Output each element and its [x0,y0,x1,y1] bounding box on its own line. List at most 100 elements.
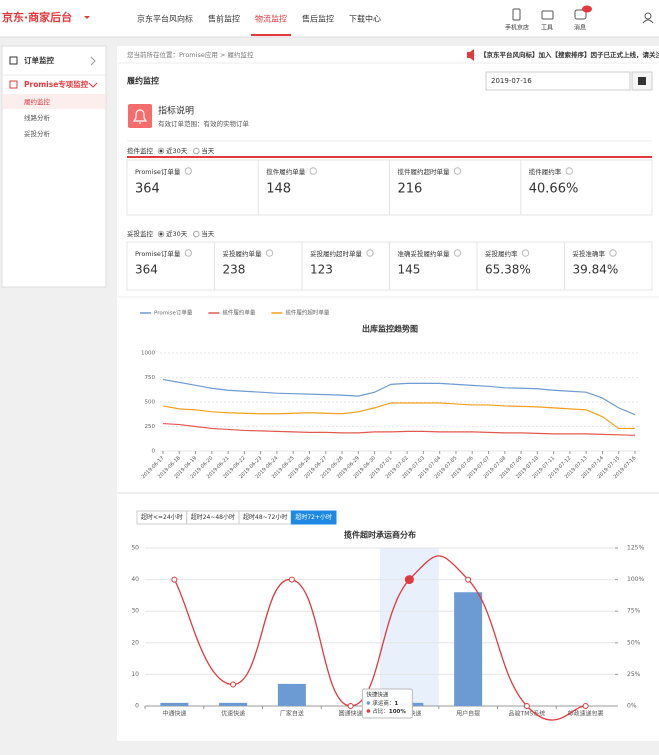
chart-title: 揽件超时承运商分布 [344,530,416,540]
help-icon[interactable] [453,249,462,257]
filter-label[interactable]: 超时<=24小时 [141,513,183,521]
tool-icon[interactable] [541,10,554,20]
metric-label: Promise订单量 [135,249,181,258]
line-series [162,422,636,436]
y-tick-label: 0 [135,703,139,710]
radio-label[interactable]: 近30天 [166,229,188,238]
chart-title: 出库监控趋势图 [362,324,418,334]
menu-icon [9,56,18,65]
metric-label: 揽件履约单量 [266,167,306,176]
metric-value: 123 [310,263,333,277]
user-icon[interactable] [644,12,652,20]
y2-tick-label: 75% [627,608,641,615]
tooltip-row: 占比：100% [372,707,406,715]
speaker-icon [467,49,474,61]
breadcrumb-item: Promise应用 [179,50,218,59]
help-icon[interactable] [565,167,573,175]
tooltip-row: 承运商：1 [372,699,398,707]
nav-item[interactable]: 售前监控 [208,14,240,24]
date-value: 2019-07-16 [491,77,532,85]
menu-icon [9,80,18,89]
filter-label[interactable]: 超时48~72小时 [243,513,287,521]
notice[interactable]: 【京东平台风向标】加入【搜索排序】因子已正式上线，请关注 [480,50,659,59]
radio-label[interactable]: 当天 [201,146,215,155]
x-tick-label: 中通快递 [162,710,186,718]
separator: > [218,51,228,59]
legend-label[interactable]: Promise订单量 [154,309,193,317]
y-tick-label: 1000 [141,351,155,357]
help-icon[interactable] [453,167,462,175]
line-series [162,378,636,416]
help-icon[interactable] [309,167,317,175]
active-menu-bg [3,94,105,109]
radio-dot [159,149,163,153]
bell-icon [132,109,148,124]
metric-label: 妥投准确率 [573,249,606,258]
nav-item[interactable]: 京东平台风向标 [137,14,193,24]
menu-group[interactable]: 订单监控 [24,55,54,65]
y-tick-label: 30 [131,608,139,615]
metric-label: 揽件履约超时单量 [398,167,451,176]
radio-label[interactable]: 近30天 [166,146,188,155]
help-icon[interactable] [184,249,193,257]
tooltip-dot [366,709,371,713]
tool-label[interactable]: 工具 [541,25,553,32]
y-tick-label: 20 [131,639,139,646]
y2-tick-label: 100% [627,576,644,583]
nav-item[interactable]: 物流监控 [255,14,287,24]
y-tick-label: 500 [145,400,156,406]
info-title: 指标说明 [158,105,194,117]
nav-underline [251,34,291,36]
metric-value: 216 [398,182,423,197]
radio[interactable] [192,230,200,238]
menu-item[interactable]: 线路分析 [24,113,51,122]
legend-label[interactable]: 揽件履约超时单量 [285,309,330,317]
logo-caret [84,16,90,19]
tool-label[interactable]: 手机京店 [505,24,529,32]
radio[interactable] [192,147,200,155]
bar [219,702,248,706]
tool-label[interactable]: 消息 [574,24,586,32]
line-point [288,576,295,583]
filter-label[interactable]: 超时72+小时 [295,513,332,521]
phone-icon[interactable] [512,8,521,21]
logo: 京东·商家后台 [2,10,72,24]
legend-label[interactable]: 揽件履约单量 [222,309,256,317]
colon: ： [389,701,395,707]
metric-value: 364 [135,263,158,277]
date-input[interactable] [485,71,631,91]
x-tick-label: 圆通快递 [339,710,363,718]
nav-item[interactable]: 售后监控 [302,14,334,24]
nav-item[interactable]: 下载中心 [349,14,381,24]
menu-group[interactable]: Promise专项监控 [24,79,89,89]
bar [454,592,483,706]
chevron[interactable] [90,56,96,66]
help-icon[interactable] [184,167,193,175]
help-icon[interactable] [366,249,374,257]
breadcrumb: 您当前所在位置：Promise应用 > 履约监控 [127,50,254,59]
calendar-icon [638,77,646,85]
help-icon[interactable] [265,249,274,257]
menu-item[interactable]: 妥投分析 [24,129,51,138]
help-icon[interactable] [609,249,617,257]
filter-label[interactable]: 超时24~48小时 [191,513,235,521]
metric-label: 准确妥投履约单量 [398,249,451,258]
line-point [347,703,354,709]
x-tick-label: 品骏TMS系统 [509,710,546,718]
menu-item[interactable]: 履约监控 [24,97,51,106]
metric-value: 238 [223,263,246,277]
bar [277,683,306,706]
info-icon [128,104,152,128]
filter-button[interactable] [290,510,337,525]
metric-label: 妥投履约超时单量 [310,249,363,258]
message-icon[interactable] [574,9,587,20]
y2-tick-label: 125% [627,545,644,552]
breadcrumb-prefix: 您当前所在位置： [127,50,179,59]
chevron[interactable] [88,82,98,88]
hover-band [380,548,439,706]
help-icon[interactable] [521,249,530,257]
line-point [523,703,530,709]
radio-label[interactable]: 当天 [201,229,215,238]
y-tick-label: 250 [145,424,156,430]
